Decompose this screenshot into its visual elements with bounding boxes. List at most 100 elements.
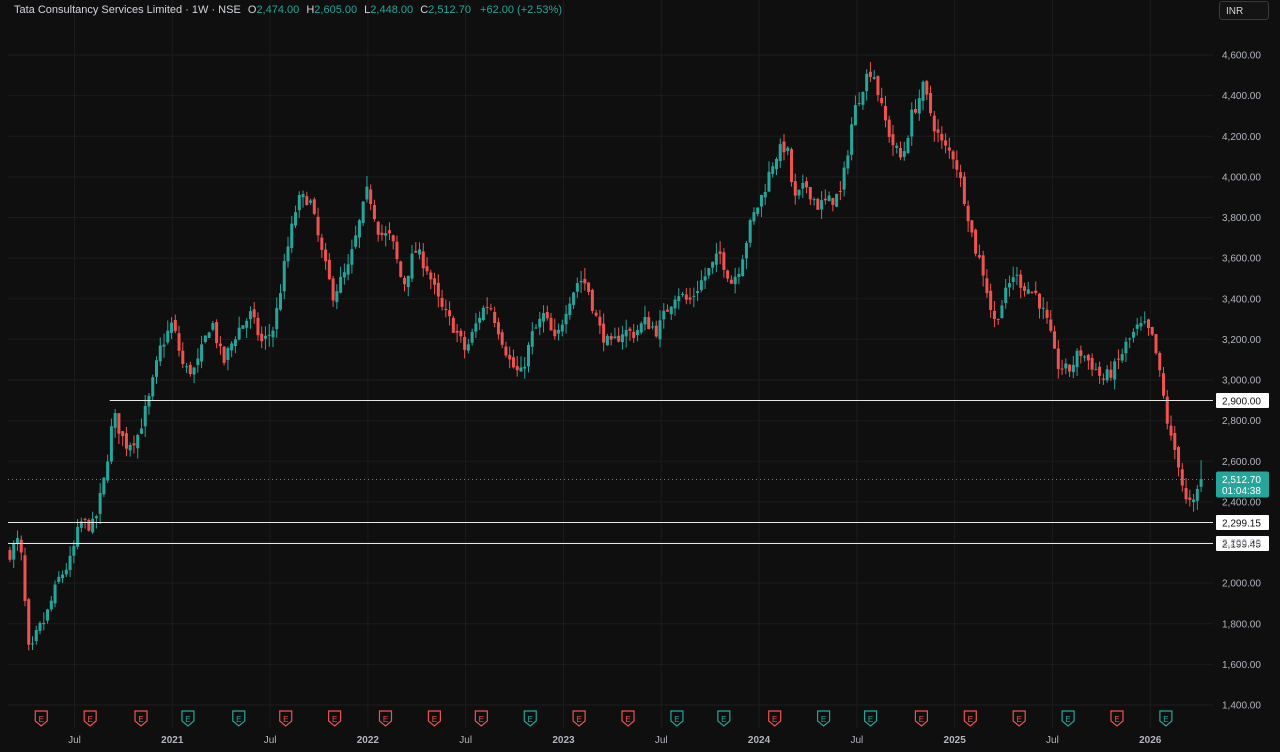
candle-body-0 [8,550,12,560]
candle-body-227 [861,91,865,105]
candle-body-183 [696,291,700,294]
candle-body-240 [910,109,914,137]
candle-body-231 [876,76,880,96]
candle-body-80 [309,200,313,203]
earnings-event-icon-7[interactable]: E [378,710,393,727]
candle-body-7 [34,629,38,641]
earnings-event-icon-2[interactable]: E [134,710,148,727]
candle-body-306 [1158,352,1162,371]
last-price-label: 2,512.70 [1222,475,1261,486]
earnings-event-icon-13[interactable]: E [670,710,684,727]
candle-body-77 [297,194,301,211]
candle-body-29 [117,413,121,434]
candle-body-107 [410,253,414,279]
candle-body-49 [192,367,196,375]
candle-body-147 [560,324,564,332]
candle-body-128 [489,308,493,310]
candle-body-76 [294,212,298,226]
earnings-event-icon-18[interactable]: E [914,710,928,727]
candle-body-311 [1177,447,1181,468]
candle-body-177 [673,299,677,309]
candle-body-282 [1068,364,1072,372]
earnings-event-icon-6[interactable]: E [328,710,342,727]
candle-body-267 [1011,277,1015,283]
candle-body-51 [200,344,204,362]
y-axis[interactable]: 4,600.00 4,400.00 4,200.00 4,000.00 3,800.00… [1222,51,1261,712]
earnings-event-icon-12[interactable]: E [621,710,635,727]
candle-body-214 [812,199,816,201]
candle-body-135 [515,365,519,371]
earnings-event-icon-20[interactable]: E [1012,710,1026,727]
earnings-event-icon-16[interactable]: E [817,710,831,727]
candle-body-154 [587,282,591,292]
earnings-event-icon-22[interactable]: E [1110,710,1124,727]
earnings-event-icon-21[interactable]: E [1061,710,1075,727]
candle-body-268 [1015,274,1019,276]
earnings-event-icon-14[interactable]: E [717,710,731,727]
candle-body-197 [748,220,752,243]
candle-body-174 [662,310,666,320]
earnings-event-icon-3[interactable]: E [181,710,195,727]
candle-body-187 [711,261,715,268]
earnings-event-icon-1[interactable]: E [83,710,97,727]
earnings-event-icon-9[interactable]: E [474,710,488,727]
candle-body-287 [1086,354,1090,361]
candle-body-149 [568,303,572,315]
candle-body-262 [992,310,996,320]
earnings-event-icon-15[interactable]: E [768,710,782,727]
x-tick-3: 2022 [357,735,380,746]
candle-body-88 [339,276,343,293]
candle-body-61 [237,327,241,340]
candle-body-19 [79,521,83,528]
candle-body-24 [98,493,102,514]
candle-body-171 [650,326,654,328]
candle-body-211 [801,182,805,189]
earnings-event-icon-4[interactable]: E [232,710,246,727]
candle-body-127 [485,306,489,308]
candle-body-295 [1116,358,1120,360]
candle-body-138 [526,344,530,367]
candle-body-36 [143,406,147,427]
grid-lines [8,0,1213,728]
candle-body-297 [1124,341,1128,354]
earnings-event-icon-5[interactable]: E [279,710,293,727]
candle-body-175 [666,309,670,312]
candle-body-21 [87,519,91,531]
candle-body-281 [1064,363,1068,369]
candle-body-309 [1169,425,1173,436]
candle-body-252 [955,160,959,170]
candle-body-153 [583,278,587,284]
earnings-event-icon-17[interactable]: E [863,710,878,727]
price-line-label-2: 2,199.45 [1222,540,1261,551]
candle-body-159 [605,335,609,346]
candle-body-109 [418,249,422,255]
currency-button[interactable]: INR [1219,1,1269,20]
candle-body-10 [46,609,50,621]
candle-body-97 [372,205,376,220]
candle-body-8 [38,622,42,631]
candle-body-133 [508,354,512,360]
candle-body-259 [981,255,985,276]
candle-body-54 [211,323,215,330]
candle-body-279 [1056,348,1060,369]
candle-body-238 [902,151,906,157]
earnings-event-icon-11[interactable]: E [572,710,586,727]
candle-body-83 [320,237,324,250]
candle-body-224 [850,124,854,155]
earnings-event-icon-8[interactable]: E [427,710,441,727]
earnings-event-label-11: E [576,715,581,724]
earnings-event-icon-23[interactable]: E [1159,710,1173,727]
candle-body-178 [677,296,681,302]
y-tick-8: 3,000.00 [1222,376,1261,387]
earnings-event-label-7: E [383,715,388,724]
x-axis[interactable]: Jul 2021 Jul 2022 Jul 2023 Jul 2024 Jul 2025 Jul 20… [68,735,1162,746]
earnings-event-icon-19[interactable]: E [963,710,977,727]
earnings-event-icon-0[interactable]: E [34,710,48,727]
candle-body-56 [218,343,222,347]
candle-body-41 [162,344,166,347]
earnings-event-label-2: E [138,715,143,724]
earnings-event-icon-10[interactable]: E [523,710,537,727]
